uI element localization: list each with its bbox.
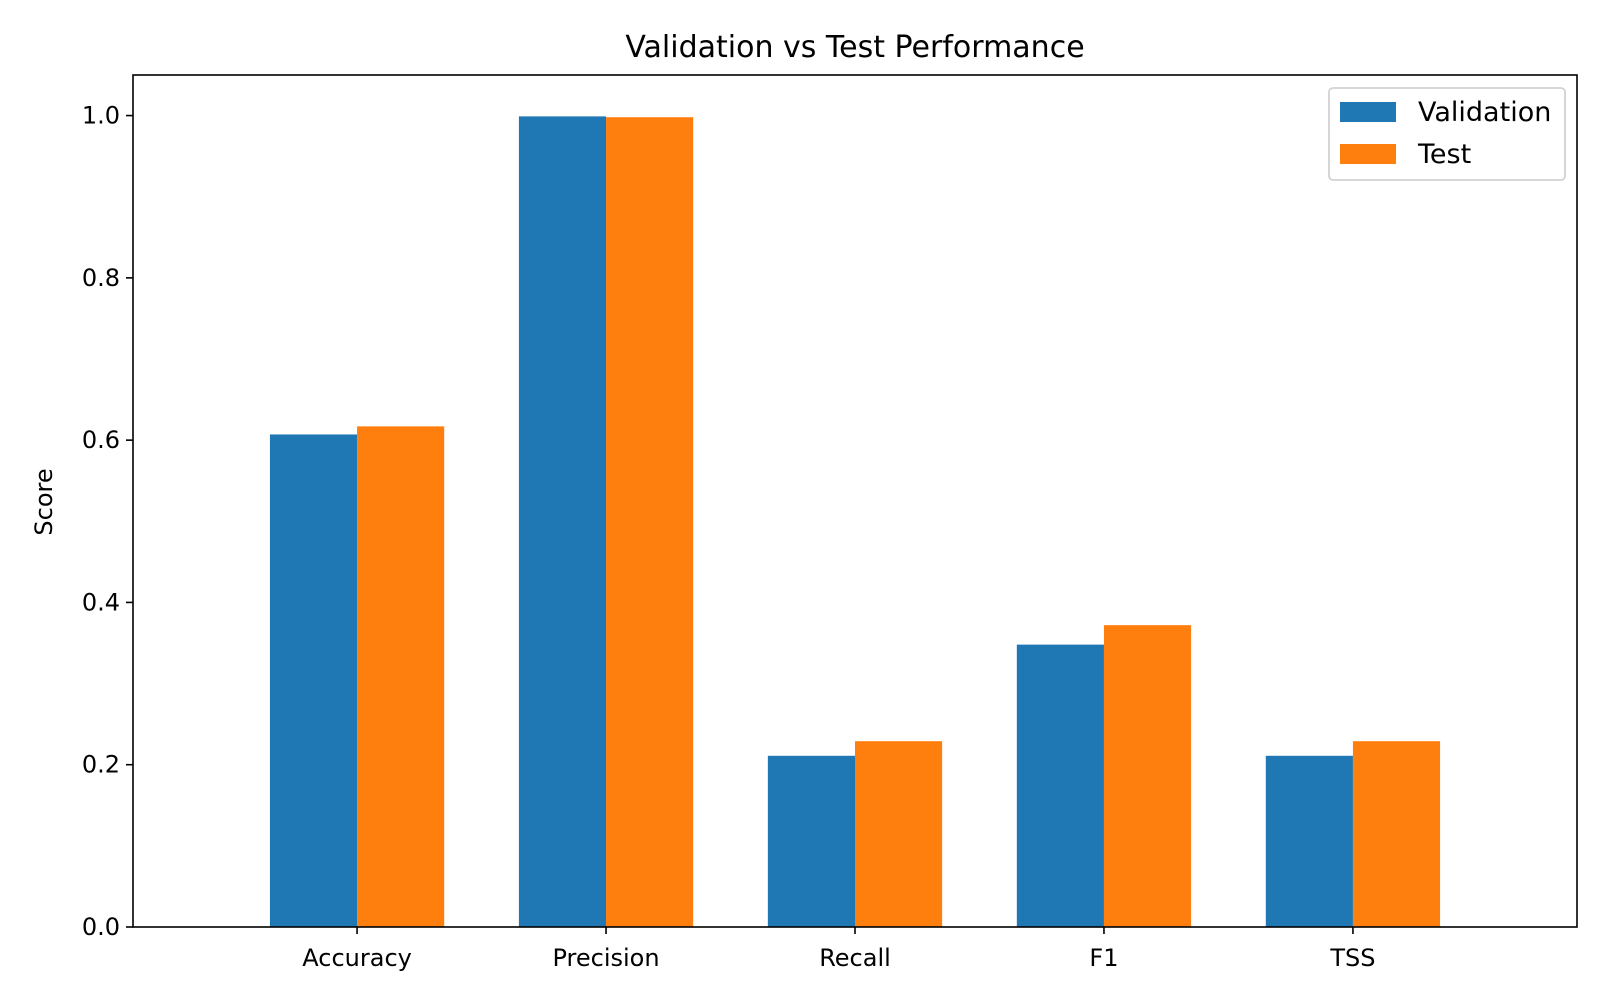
bar-validation-precision [518, 116, 607, 927]
y-tick-label: 0.4 [82, 588, 120, 616]
x-axis-ticks: Accuracy Precision Recall F1 TSS [302, 927, 1376, 972]
bar-test-tss [1352, 741, 1441, 927]
bar-test-precision [606, 117, 694, 928]
x-tick-label-f1: F1 [1089, 944, 1118, 972]
bar-test-accuracy [357, 426, 445, 927]
legend-swatch-test [1340, 144, 1396, 164]
x-tick-label-accuracy: Accuracy [302, 944, 412, 972]
y-axis-label: Score [30, 468, 58, 535]
y-tick-label: 0.0 [82, 913, 120, 941]
x-tick-label-precision: Precision [552, 944, 659, 972]
y-axis-ticks: 0.0 0.2 0.4 0.6 0.8 1.0 [82, 102, 133, 941]
y-tick-label: 0.2 [82, 751, 120, 779]
x-tick-label-tss: TSS [1329, 944, 1375, 972]
x-tick-label-recall: Recall [819, 944, 891, 972]
bar-test-recall [855, 741, 943, 927]
bar-validation-tss [1265, 755, 1353, 927]
y-tick-label: 1.0 [82, 102, 120, 130]
legend-swatch-validation [1340, 102, 1396, 122]
bars-layer [269, 116, 1441, 928]
bar-validation-accuracy [269, 434, 358, 927]
legend-label-validation: Validation [1418, 97, 1551, 128]
bar-validation-f1 [1016, 644, 1104, 927]
legend: Validation Test [1328, 87, 1566, 181]
y-tick-label: 0.6 [82, 426, 120, 454]
legend-label-test: Test [1417, 139, 1471, 170]
bar-test-f1 [1103, 625, 1192, 927]
y-tick-label: 0.8 [82, 264, 120, 292]
bar-validation-recall [767, 755, 855, 927]
plot-frame [132, 74, 1578, 928]
chart-title: Validation vs Test Performance [625, 30, 1084, 65]
